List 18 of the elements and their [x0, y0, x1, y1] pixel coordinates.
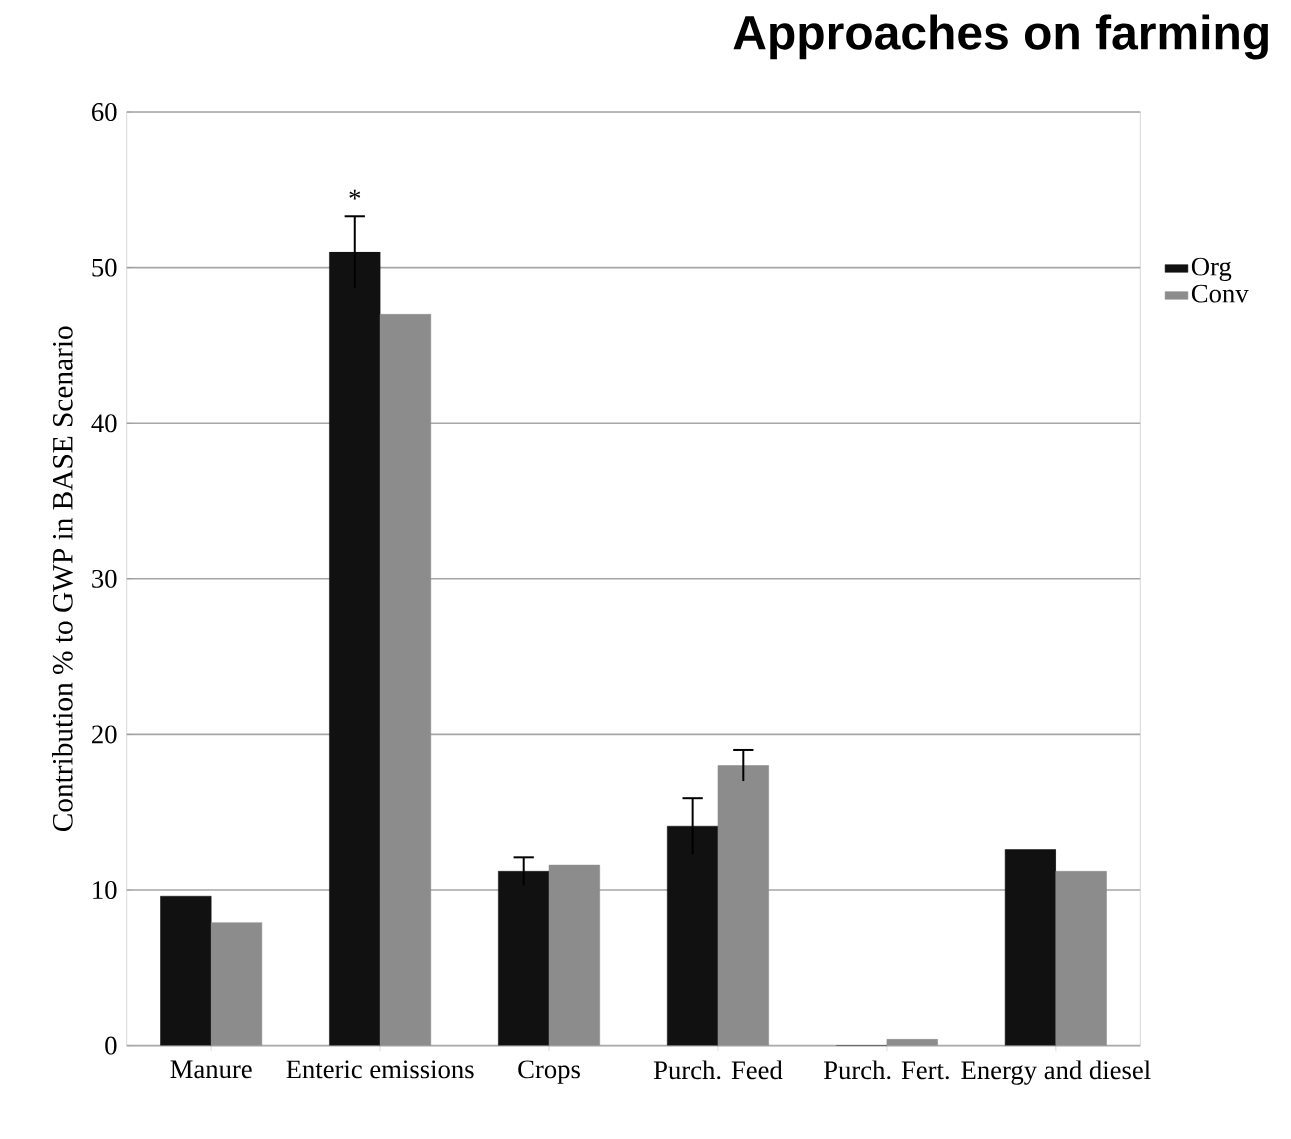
y-tick-label: 50 — [92, 258, 117, 277]
x-tick-label: Crops — [518, 1060, 580, 1084]
chart-title: Approaches on farming — [733, 14, 1268, 60]
x-tick-label: Energy and diesel — [961, 1060, 1151, 1085]
legend-label: Conv — [1191, 284, 1249, 303]
x-tick-label: Enteric emissions — [286, 1060, 474, 1079]
y-tick-label: 0 — [105, 1036, 117, 1055]
y-tick-label: 20 — [92, 725, 117, 744]
y-axis-title: Contribution % to GWP in BASE Scenario — [52, 326, 73, 832]
x-tick-label: Manure — [170, 1060, 252, 1079]
legend-label: Org — [1191, 257, 1232, 282]
y-tick-label: 10 — [93, 881, 117, 900]
annotation: * — [349, 189, 361, 200]
x-tick-label: Purch. Fert. — [823, 1060, 949, 1080]
y-tick-label: 60 — [92, 103, 117, 122]
x-tick-label: Purch. Feed — [653, 1060, 783, 1080]
y-tick-label: 40 — [91, 414, 117, 433]
y-tick-label: 30 — [92, 569, 117, 588]
